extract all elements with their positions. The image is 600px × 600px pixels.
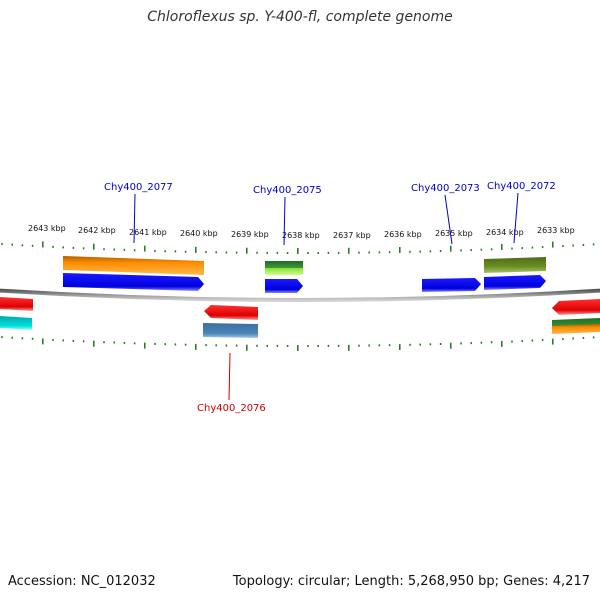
kbp-label-2640: 2640 kbp (180, 229, 218, 238)
kbp-label-2634: 2634 kbp (486, 228, 524, 237)
gene-label-chy2073[interactable]: Chy400_2073 (411, 183, 480, 194)
leader-line-2075 (283, 196, 286, 246)
kbp-label-2642: 2642 kbp (78, 226, 116, 235)
gene-label-chy2075[interactable]: Chy400_2075 (253, 185, 322, 196)
kbp-label-2637: 2637 kbp (333, 231, 371, 240)
forward-genes (63, 256, 546, 293)
gene-red-right-edge[interactable] (552, 299, 600, 315)
outer-tick-ruler (1, 241, 595, 254)
gene-label-chy2072[interactable]: Chy400_2072 (487, 181, 556, 192)
gene-labels: Chy400_2077 Chy400_2075 Chy400_2073 Chy4… (104, 181, 556, 414)
kbp-label-2639: 2639 kbp (231, 230, 269, 239)
genome-summary-text: Topology: circular; Length: 5,268,950 bp… (232, 574, 590, 589)
kbp-label-2635: 2635 kbp (435, 229, 473, 238)
gene-orange-feature[interactable] (63, 256, 204, 275)
kbp-label-2636: 2636 kbp (384, 230, 422, 239)
inner-tick-ruler (1, 336, 595, 351)
accession-text: Accession: NC_012032 (8, 574, 156, 589)
gene-chy2073-arrow[interactable] (422, 278, 481, 292)
reverse-genes (0, 297, 600, 338)
gene-olive-feature[interactable] (484, 257, 546, 273)
kbp-label-2641: 2641 kbp (129, 228, 167, 237)
gene-chy2077-arrow[interactable] (63, 273, 204, 291)
gene-orange-right-edge[interactable] (552, 324, 600, 334)
leader-line-2077 (133, 193, 136, 244)
leader-line-2072 (513, 192, 519, 244)
gene-label-chy2076[interactable]: Chy400_2076 (197, 403, 266, 414)
kbp-labels: 2643 kbp 2642 kbp 2641 kbp 2640 kbp 2639… (28, 224, 575, 240)
kbp-label-2643: 2643 kbp (28, 224, 66, 233)
genome-backbone (0, 288, 600, 302)
gene-label-chy2077[interactable]: Chy400_2077 (104, 182, 173, 193)
kbp-label-2638: 2638 kbp (282, 231, 320, 240)
leader-line-2073 (444, 194, 453, 245)
gene-chy2075-arrow[interactable] (265, 279, 303, 293)
kbp-label-2633: 2633 kbp (537, 226, 575, 235)
gene-lightgreen-feature[interactable] (265, 268, 303, 275)
gene-chy2076-arrow[interactable] (204, 305, 258, 320)
genome-title: Chloroflexus sp. Y-400-fl, complete geno… (147, 9, 453, 25)
gene-red-left-edge[interactable] (0, 297, 33, 311)
leader-lines (133, 192, 519, 401)
gene-green-feature[interactable] (265, 261, 303, 268)
gene-steelblue-feature[interactable] (203, 323, 258, 338)
leader-line-2076 (228, 352, 231, 401)
gene-chy2072-arrow[interactable] (484, 275, 546, 290)
gene-cyan-left-edge[interactable] (0, 316, 32, 330)
